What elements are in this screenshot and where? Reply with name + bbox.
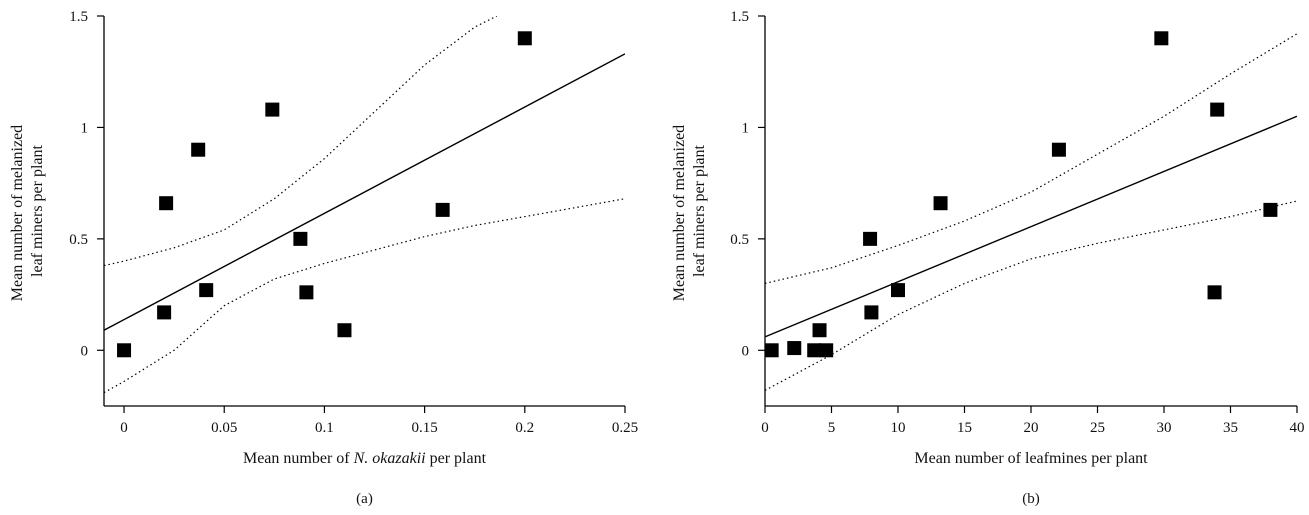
x-axis-label: Mean number of N. okazakii per plant [243, 450, 487, 467]
x-tick-label: 30 [1157, 420, 1172, 436]
data-point [1210, 102, 1225, 117]
y-axis-label: Mean number of melanized leaf miners per… [9, 121, 46, 301]
data-points [117, 31, 532, 358]
y-axis-label: Mean number of melanized leaf miners per… [671, 121, 708, 301]
axes [764, 16, 1297, 407]
fit-line [104, 53, 625, 331]
x-tick-label: 40 [1290, 420, 1305, 436]
y-tick-label: 0 [81, 343, 89, 359]
y-tick-label: 1 [742, 120, 750, 136]
data-point [191, 142, 206, 157]
data-point [293, 231, 308, 246]
data-point [1207, 285, 1222, 300]
x-tick-label: 0 [761, 420, 769, 436]
x-tick-label: 0 [120, 420, 128, 436]
data-point [157, 305, 172, 320]
x-tick-label: 35 [1223, 420, 1238, 436]
data-points [764, 31, 1278, 358]
data-point [891, 283, 905, 298]
x-tick-label: 15 [957, 420, 972, 436]
data-point [435, 202, 450, 217]
x-axis-label: Mean number of leafmines per plant [914, 450, 1148, 467]
axes [103, 16, 625, 407]
y-ticks: 0 0.5 1 1.5 [730, 9, 765, 359]
x-tick-label: 5 [828, 420, 836, 436]
ci-upper-line [104, 16, 498, 267]
x-tick-label: 0.15 [411, 420, 437, 436]
x-tick-label: 0.1 [315, 420, 334, 436]
data-point [812, 323, 827, 338]
fit-line [765, 115, 1297, 338]
x-ticks: 0 0.05 0.1 0.15 0.2 0.25 [120, 406, 638, 436]
confidence-band [765, 33, 1297, 391]
x-tick-label: 0.25 [612, 420, 638, 436]
ci-lower-line [765, 200, 1297, 391]
data-point [337, 323, 352, 338]
data-point [117, 343, 132, 358]
x-ticks: 0 5 10 15 20 25 30 35 40 [761, 406, 1305, 436]
x-tick-label: 10 [891, 420, 906, 436]
x-tick-label: 25 [1090, 420, 1105, 436]
data-point [933, 196, 948, 211]
data-point [819, 343, 834, 358]
data-point [1263, 202, 1278, 217]
data-point [159, 196, 174, 211]
data-point [807, 343, 822, 358]
y-tick-label: 1.5 [730, 9, 749, 25]
data-point [1154, 31, 1169, 46]
data-point [787, 341, 802, 356]
confidence-band [104, 16, 625, 394]
chart-panel-a: 0 0.05 0.1 0.15 0.2 0.25 0 0.5 1 1.5 Mean number… [9, 9, 638, 507]
chart-panel-b: 0 5 10 15 20 25 30 35 40 0 0.5 1 1.5 Mean number of… [671, 9, 1305, 507]
data-point [764, 343, 779, 358]
data-point [1051, 142, 1066, 157]
x-tick-label: 0.05 [211, 420, 237, 436]
y-tick-label: 1.5 [69, 9, 88, 25]
data-point [864, 305, 879, 320]
data-point [199, 283, 214, 298]
y-tick-label: 0.5 [69, 232, 88, 248]
regression-line [104, 53, 625, 331]
y-tick-label: 0.5 [730, 232, 749, 248]
y-ticks: 0 0.5 1 1.5 [69, 9, 104, 359]
ci-lower-line [104, 198, 625, 394]
x-tick-label: 0.2 [515, 420, 534, 436]
regression-line [765, 115, 1297, 338]
data-point [863, 231, 878, 246]
y-tick-label: 0 [742, 343, 750, 359]
panel-label-b: (b) [1022, 491, 1040, 507]
y-tick-label: 1 [81, 120, 89, 136]
ci-upper-line [765, 33, 1297, 284]
x-tick-label: 20 [1024, 420, 1039, 436]
data-point [299, 285, 314, 300]
panel-label-a: (a) [356, 491, 373, 507]
data-point [265, 102, 280, 117]
data-point [517, 31, 532, 46]
